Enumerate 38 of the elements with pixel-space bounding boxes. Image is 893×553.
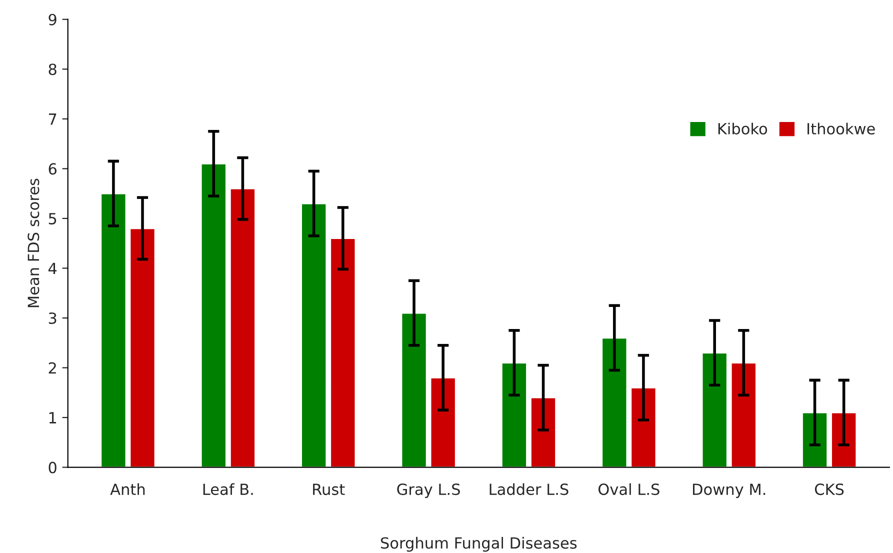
legend-label: Ithookwe [808,122,875,135]
x-tick-label: CKS [814,484,844,496]
x-tick-label: Rust [313,484,345,496]
y-tick-label: 9 [48,14,56,26]
x-tick-label: Oval L.S [598,483,660,496]
y-tick-label: 3 [48,312,56,324]
bar [200,162,227,468]
bar [630,386,657,468]
y-tick-label: 5 [48,213,56,224]
y-axis-title: Mean FDS scores [28,178,40,308]
x-tick-label: Leaf B. [203,483,253,496]
bar [300,202,328,468]
bar [500,362,528,468]
legend-label: Kiboko [718,122,768,135]
x-tick-label: Gray L.S [397,484,460,498]
bar [430,377,456,468]
bar [330,238,356,468]
bar [701,352,728,468]
x-tick-label: Downy M. [693,484,766,498]
y-tick-label: 6 [48,163,56,175]
y-tick-label: 2 [48,362,56,374]
y-tick-label: 7 [48,114,56,125]
bar [730,362,757,468]
bar [530,396,556,468]
bar [830,412,858,468]
x-tick-label: Anth [110,483,145,495]
x-axis-title: Sorghum Fungal Diseases [380,536,577,552]
y-tick-label: 8 [48,64,56,76]
bar [400,312,428,468]
bar [601,337,628,468]
bar [129,228,156,468]
bar [802,412,828,468]
y-tick-label: 1 [49,412,56,424]
y-tick-label: 4 [48,262,57,274]
x-tick-label: Ladder L.S [490,483,568,496]
bar [229,188,256,468]
bar [100,192,127,468]
y-tick-label: 0 [48,462,56,474]
